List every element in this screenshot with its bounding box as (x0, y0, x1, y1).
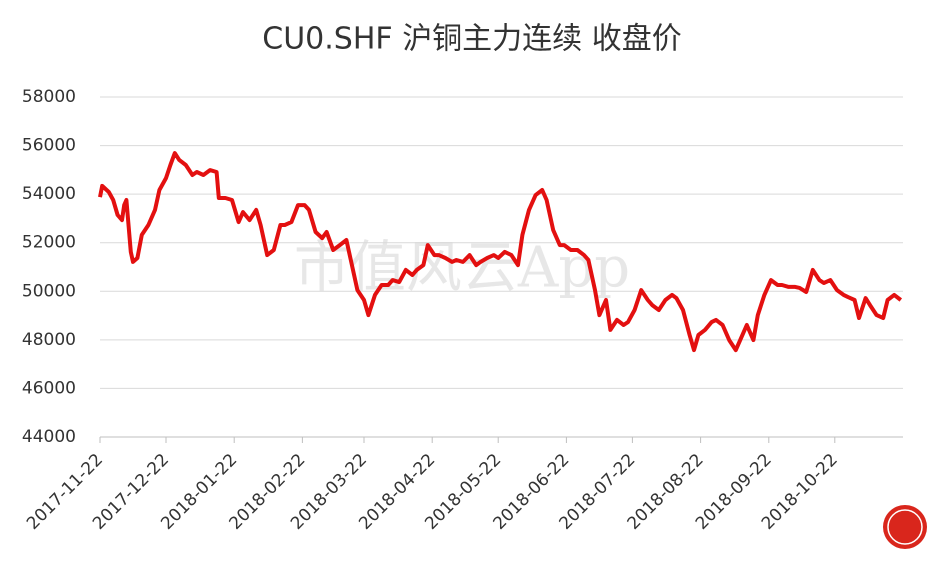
y-tick-label: 56000 (22, 136, 76, 156)
y-tick-label: 44000 (22, 427, 76, 447)
chart-title: CU0.SHF 沪铜主力连续 收盘价 (262, 22, 681, 57)
y-tick-label: 48000 (22, 330, 76, 350)
price-line (98, 151, 903, 353)
y-tick-label: 52000 (22, 233, 76, 253)
logo (883, 505, 927, 549)
y-tick-label: 46000 (22, 378, 76, 398)
y-tick-label: 58000 (22, 87, 76, 107)
watermark: 市值风云App (294, 236, 630, 301)
y-tick-label: 50000 (22, 281, 76, 301)
y-tick-label: 54000 (22, 184, 76, 204)
